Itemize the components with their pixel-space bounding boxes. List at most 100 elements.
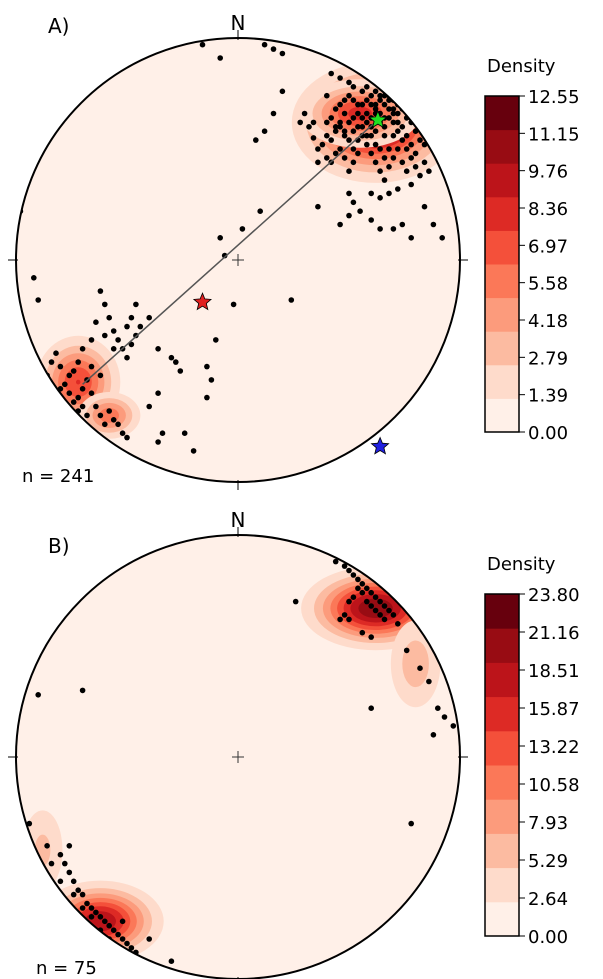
pole-point (355, 110, 361, 117)
pole-point (390, 155, 397, 161)
pole-point (337, 124, 343, 130)
pole-point (372, 159, 379, 166)
pole-point (395, 621, 401, 627)
pole-point (364, 97, 370, 103)
sample-count: n = 241 (22, 466, 94, 487)
pole-point (435, 705, 441, 711)
pole-point (35, 297, 41, 303)
pole-point (257, 208, 264, 214)
pole-point (53, 350, 59, 357)
colorbar-swatch (485, 662, 519, 698)
pole-point (390, 119, 397, 126)
pole-point (332, 150, 339, 157)
pole-point (310, 135, 317, 141)
colorbar-tick-label: 8.36 (528, 199, 568, 220)
pole-point (279, 50, 286, 57)
pole-point (57, 363, 64, 370)
pole-point (403, 168, 410, 174)
pole-point (306, 124, 312, 130)
colorbar-swatch (485, 331, 519, 366)
colorbar-tick-label: 5.58 (528, 274, 568, 295)
pole-point (381, 132, 388, 139)
colorbar-tick-label: 12.55 (528, 87, 580, 108)
pole-point (66, 869, 73, 876)
pole-point (368, 190, 375, 197)
colorbar-tick-label: 2.64 (528, 889, 568, 910)
pole-point (364, 119, 370, 126)
pole-point (137, 323, 144, 330)
pole-point (350, 199, 357, 206)
pole-point (124, 940, 130, 947)
pole-point (115, 337, 121, 343)
pole-point (261, 41, 268, 48)
pole-point (79, 346, 86, 352)
pole-point (208, 377, 215, 383)
pole-point (403, 647, 410, 654)
north-label: N (231, 508, 246, 532)
pole-point (93, 909, 99, 916)
colorbar-tick-label: 7.93 (528, 813, 568, 834)
pole-point (270, 110, 277, 117)
pole-point (399, 221, 406, 228)
pole-point (421, 159, 428, 166)
pole-point (368, 101, 375, 108)
pole-point (368, 132, 375, 139)
pole-point (403, 132, 410, 139)
pole-point (386, 146, 392, 152)
pole-point (75, 394, 81, 401)
pole-point (204, 363, 210, 370)
pole-point (390, 106, 397, 112)
pole-point (359, 581, 366, 587)
pole-point (88, 905, 95, 911)
pole-point (350, 146, 357, 152)
pole-point (70, 399, 77, 405)
pole-point (97, 412, 104, 419)
pole-point (292, 598, 299, 605)
pole-point (341, 128, 348, 134)
pole-point (102, 421, 108, 428)
pole-point (372, 141, 379, 148)
pole-point (359, 629, 366, 636)
pole-point (70, 368, 77, 374)
pole-point (350, 115, 357, 121)
pole-point (337, 221, 343, 228)
colorbar-swatch (485, 364, 519, 399)
pole-point (328, 115, 335, 121)
pole-point (430, 732, 437, 738)
pole-point (372, 106, 379, 112)
pole-point (386, 106, 392, 112)
pole-point (364, 141, 370, 148)
colorbar-tick-label: 4.18 (528, 311, 568, 332)
blue-star-marker (370, 436, 390, 455)
pole-point (332, 106, 339, 112)
pole-point (399, 137, 406, 143)
colorbar-swatch (485, 901, 519, 937)
pole-point (319, 141, 326, 148)
pole-point (441, 714, 448, 720)
pole-point (350, 159, 357, 166)
pole-point (381, 616, 388, 623)
pole-point (133, 301, 139, 308)
pole-point (324, 92, 330, 99)
colorbar-frame (484, 95, 520, 433)
pole-point (364, 132, 370, 139)
pole-point (79, 687, 86, 694)
pole-point (364, 585, 370, 592)
pole-point (390, 612, 397, 618)
pole-point (88, 363, 95, 370)
pole-point (417, 172, 423, 179)
pole-point (350, 594, 357, 600)
pole-point (155, 390, 161, 397)
pole-point (368, 92, 375, 99)
pole-point (359, 88, 366, 95)
pole-point (31, 275, 37, 281)
pole-point (119, 918, 126, 925)
pole-point (399, 124, 406, 130)
pole-point (146, 403, 152, 410)
pole-point (364, 598, 370, 605)
pole-point (341, 97, 348, 103)
pole-point (57, 851, 64, 858)
pole-point (399, 159, 406, 166)
pole-point (346, 598, 352, 605)
pole-point (337, 101, 343, 108)
